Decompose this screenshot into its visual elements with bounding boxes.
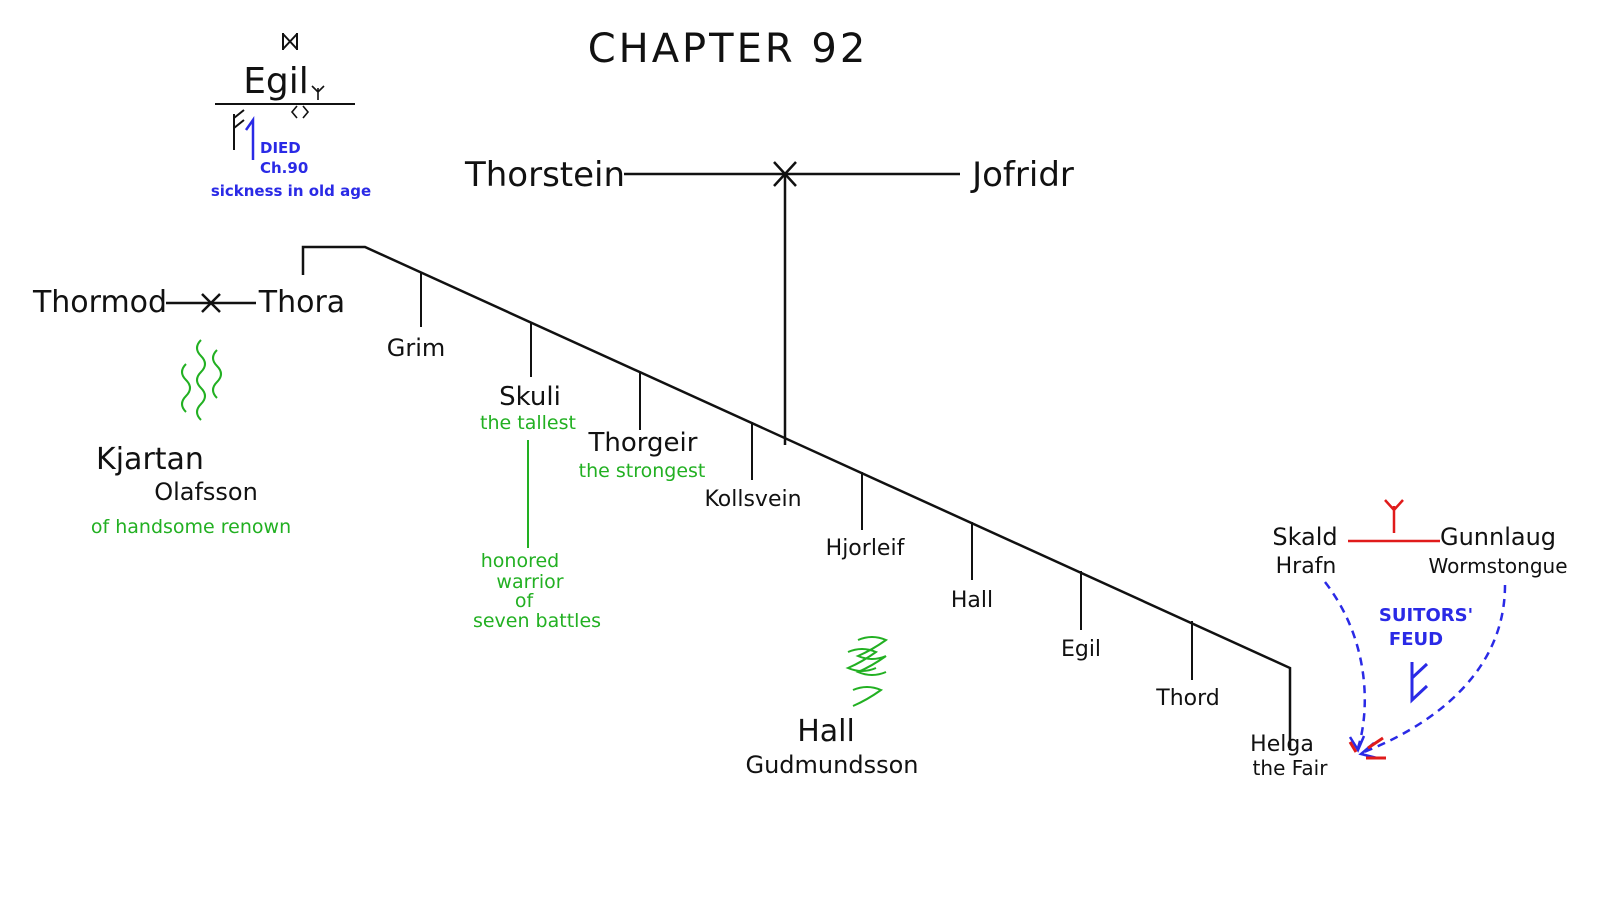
skuli-note: honored warrior of seven battles xyxy=(473,440,601,632)
couple-left: Thormod Thora xyxy=(32,285,345,320)
child-name-skuli: Skuli xyxy=(499,382,561,412)
feud-label-line1: SUITORS' xyxy=(1379,605,1473,626)
death-cause: sickness in old age xyxy=(211,182,371,200)
skuli-note-line2: warrior xyxy=(496,571,563,593)
clash-mark-icon xyxy=(1348,736,1386,760)
suitor-left-line2: Hrafn xyxy=(1276,554,1337,579)
suitor-arrow-left xyxy=(1324,581,1367,749)
child-name-thorgeir: Thorgeir xyxy=(588,428,698,458)
skuli-note-line1: honored xyxy=(481,550,559,572)
hall-last-name: Gudmundsson xyxy=(746,751,919,779)
rune-fehu-icon xyxy=(233,109,245,150)
sibling-line xyxy=(301,245,1292,750)
death-arrow-icon xyxy=(244,116,255,160)
father-name: Thorstein xyxy=(464,155,625,195)
suitor-arrow-left-head-icon xyxy=(1348,735,1366,753)
died-chapter: Ch.90 xyxy=(260,159,308,177)
feud-rune-icon xyxy=(1384,499,1404,533)
chapter-title: CHAPTER 92 xyxy=(588,26,869,72)
child-name-grim: Grim xyxy=(387,334,446,362)
suitor-right-line2: Wormstongue xyxy=(1428,554,1567,578)
egil-marker: Egil DIED Ch.90 sickness in old age xyxy=(211,33,371,200)
mother-name: Jofridr xyxy=(970,155,1074,195)
suitor-left-line1: Skald xyxy=(1272,523,1337,551)
skuli-note-line4: seven battles xyxy=(473,610,601,632)
child-name-hall: Hall xyxy=(951,588,993,613)
couple-left-cross-icon xyxy=(201,293,221,313)
children: Grim Skuli the tallest Thorgeir the stro… xyxy=(387,272,1328,780)
skuli-note-line3: of xyxy=(515,590,535,612)
feud-label-line2: FEUD xyxy=(1389,629,1443,650)
parents-union: Thorstein Jofridr xyxy=(464,155,1074,445)
child-epithet-helga: the Fair xyxy=(1253,756,1329,780)
suitor-right-line1: Gunnlaug xyxy=(1440,523,1556,551)
feud-blue-rune-icon xyxy=(1410,662,1429,704)
descent-squiggle-icon xyxy=(181,339,222,421)
kjartan-last-name: Olafsson xyxy=(154,478,258,506)
hall-first-name: Hall xyxy=(797,714,855,749)
child-name-thord: Thord xyxy=(1155,686,1219,711)
rune-algiz-icon xyxy=(311,85,325,100)
suitors-feud: Skald Hrafn Gunnlaug Wormstongue SUITORS… xyxy=(1272,499,1568,760)
child-epithet-skuli: the tallest xyxy=(480,412,576,434)
egil-marker-name: Egil xyxy=(243,61,309,102)
kjartan-first-name: Kjartan xyxy=(96,442,204,477)
suitor-arrow-right xyxy=(1363,584,1507,754)
child-name-hjorleif: Hjorleif xyxy=(826,536,906,561)
descendant-hall: Hall Gudmundsson xyxy=(746,636,919,779)
descent-squiggle-icon-2 xyxy=(845,636,889,707)
children-bar xyxy=(301,245,1292,750)
child-name-kollsvein: Kollsvein xyxy=(704,487,801,512)
wife-name: Thora xyxy=(258,285,345,320)
died-label: DIED xyxy=(260,139,301,157)
child-name-helga: Helga xyxy=(1250,732,1314,757)
child-name-egil: Egil xyxy=(1061,637,1101,662)
husband-name: Thormod xyxy=(32,285,167,320)
rune-kenaz-icon xyxy=(290,105,310,119)
child-epithet-thorgeir: the strongest xyxy=(579,460,706,482)
kjartan-note: of handsome renown xyxy=(91,516,291,538)
descendant-kjartan: Kjartan Olafsson of handsome renown xyxy=(91,339,291,538)
rune-dagaz-icon xyxy=(282,33,298,50)
